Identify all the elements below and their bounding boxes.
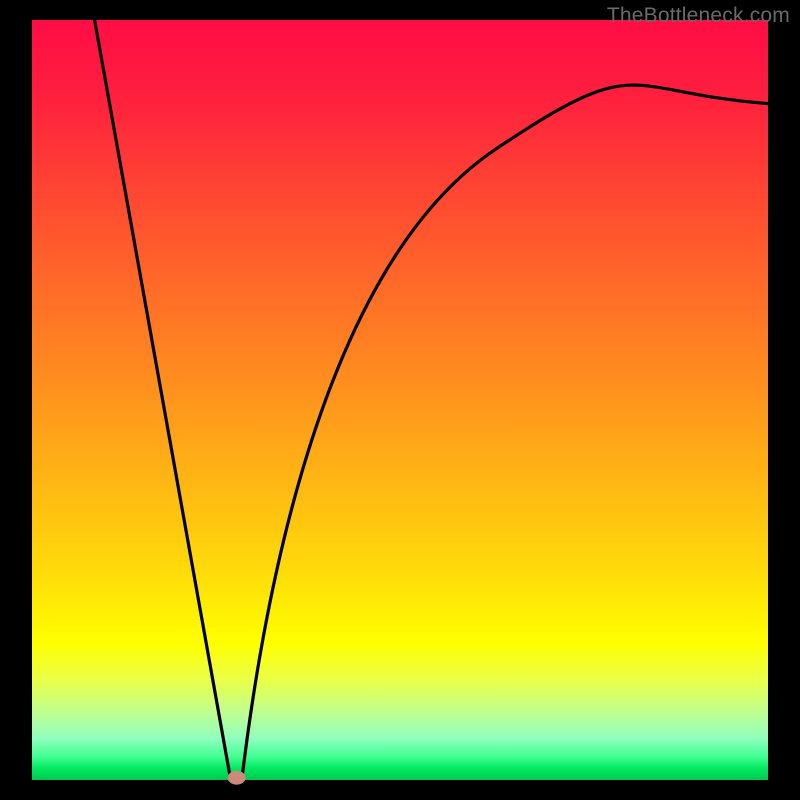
gradient-plot [0, 0, 800, 800]
watermark-text: TheBottleneck.com [607, 4, 790, 28]
chart-canvas: TheBottleneck.com [0, 0, 800, 800]
plot-background [32, 20, 768, 780]
minimum-marker [228, 771, 246, 785]
